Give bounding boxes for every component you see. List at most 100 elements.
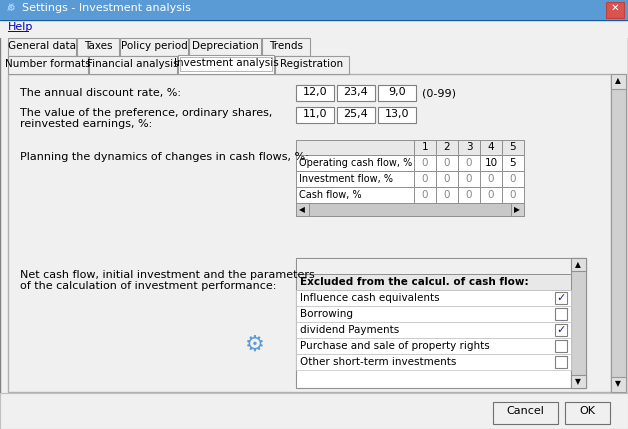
Bar [480,155,502,171]
Text: 0: 0 [488,190,494,200]
Text: 0: 0 [422,190,428,200]
Bar [511,203,524,216]
Text: 1: 1 [421,142,428,152]
Bar [296,258,571,274]
Bar [296,203,524,216]
Bar [178,55,274,74]
Text: ⚙: ⚙ [245,335,265,355]
Text: Registration: Registration [281,59,344,69]
Text: Influence cash equivalents: Influence cash equivalents [300,293,440,303]
Bar [611,377,626,392]
Text: ▶: ▶ [514,205,520,214]
Text: Investment analysis: Investment analysis [173,58,278,68]
Text: 9,0: 9,0 [388,87,406,97]
Bar [493,402,558,424]
Text: 0: 0 [466,158,472,168]
Bar [458,171,480,187]
Bar [296,258,586,388]
Text: Trends: Trends [269,41,303,51]
Text: 0: 0 [444,158,450,168]
Bar [555,308,567,320]
Text: ⚙: ⚙ [6,3,14,13]
Text: OK: OK [579,406,595,416]
Text: Cancel: Cancel [506,406,544,416]
Bar [480,171,502,187]
Bar [436,171,458,187]
Bar [414,140,436,155]
Text: 25,4: 25,4 [344,109,369,119]
Text: Other short-term investments: Other short-term investments [300,357,457,367]
Text: 23,4: 23,4 [344,87,369,97]
Text: reinvested earnings, %:: reinvested earnings, %: [20,119,152,129]
Text: Depreciation: Depreciation [192,41,258,51]
Bar [571,258,586,271]
Text: 0: 0 [444,190,450,200]
Bar [296,85,334,101]
Bar [378,85,416,101]
Bar [262,38,310,56]
Text: 0: 0 [444,174,450,184]
Bar [458,140,480,155]
Text: ✓: ✓ [556,325,566,335]
Bar [296,187,414,203]
Text: 2: 2 [444,142,450,152]
Bar [480,187,502,203]
Text: Policy period: Policy period [121,41,187,51]
Bar [189,38,261,56]
Text: Settings - Investment analysis: Settings - Investment analysis [22,3,191,13]
Bar [296,107,334,123]
Text: ✕: ✕ [610,3,619,13]
Bar [458,187,480,203]
Bar [337,107,375,123]
Bar [606,2,624,18]
Bar [458,155,480,171]
Bar [296,203,309,216]
Text: Cash flow, %: Cash flow, % [299,190,362,200]
Bar [296,322,571,338]
Text: The value of the preference, ordinary shares,: The value of the preference, ordinary sh… [20,108,273,118]
Bar [414,155,436,171]
Text: 0: 0 [466,174,472,184]
Bar [120,38,188,56]
Text: Excluded from the calcul. of cash flow:: Excluded from the calcul. of cash flow: [300,277,529,287]
Bar [296,306,571,322]
Bar [296,155,414,171]
Text: ✓: ✓ [556,293,566,303]
Bar [8,74,611,392]
Bar [0,0,628,20]
Text: 0: 0 [422,174,428,184]
Text: Help: Help [8,22,33,32]
Text: 3: 3 [466,142,472,152]
Bar [555,324,567,336]
Text: 0: 0 [510,190,516,200]
Text: of the calculation of investment performance:: of the calculation of investment perform… [20,281,276,291]
Text: 4: 4 [488,142,494,152]
Bar [309,203,511,216]
Bar [337,85,375,101]
Bar [89,56,177,74]
Text: 13,0: 13,0 [385,109,409,119]
Text: Operating cash flow, %: Operating cash flow, % [299,158,412,168]
Bar [296,338,571,354]
Bar [0,393,628,429]
Bar [502,171,524,187]
Bar [378,107,416,123]
Text: 0: 0 [422,158,428,168]
Bar [180,57,272,71]
Bar [296,171,414,187]
Text: ▼: ▼ [615,379,621,388]
Bar [8,38,76,56]
Text: 0: 0 [466,190,472,200]
Text: ▲: ▲ [615,76,621,85]
Text: Number formats: Number formats [5,59,91,69]
Bar [502,155,524,171]
Bar [296,290,571,306]
Bar [8,56,88,74]
Text: (0-99): (0-99) [422,88,456,98]
Text: The annual discount rate, %:: The annual discount rate, %: [20,88,181,98]
Text: Investment flow, %: Investment flow, % [299,174,393,184]
Text: Borrowing: Borrowing [300,309,353,319]
Bar [275,56,349,74]
Text: Taxes: Taxes [84,41,112,51]
Text: General data: General data [8,41,76,51]
